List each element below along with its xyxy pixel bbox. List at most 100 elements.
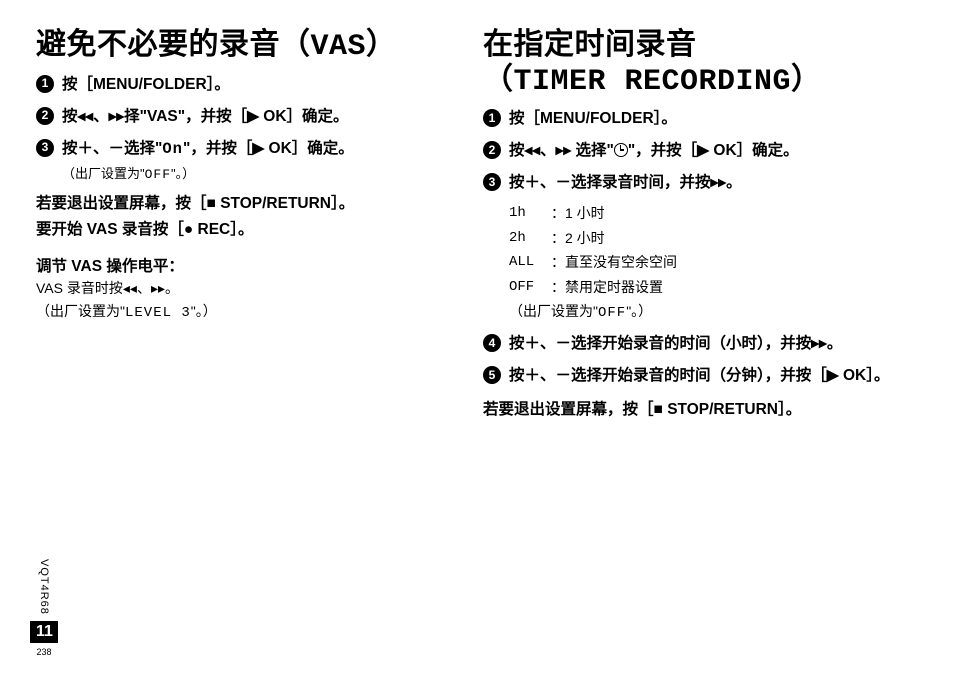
step-number: 2	[483, 141, 501, 159]
seg-off: OFF	[598, 305, 626, 321]
option-value: ：1 小时	[551, 201, 605, 226]
left-step-1: 1 按［MENU/FOLDER］。	[36, 73, 471, 97]
right-step-2: 2 按◂◂、▸▸ 选择""，并按［▶ OK］确定。	[483, 139, 918, 163]
step-number: 5	[483, 366, 501, 384]
step-text: 按	[62, 108, 78, 125]
text: VAS 录音时按	[36, 280, 123, 296]
option-key: OFF	[509, 275, 551, 300]
step-text: OK］确定。	[259, 108, 349, 125]
left-exit: 若要退出设置屏幕，按［■ STOP/RETURN］。	[36, 192, 471, 216]
left-sub-1: VAS 录音时按◂◂、▸▸。	[36, 278, 471, 299]
step-text: 按＋、－选择"	[62, 140, 162, 157]
text: 若要退出设置屏幕，按［	[483, 401, 654, 418]
prev-icon: ◂◂	[525, 142, 541, 159]
step-text: 。	[726, 174, 742, 191]
step-text: 择"VAS"，并按［	[124, 108, 247, 125]
option-row: OFF：禁用定时器设置	[509, 275, 918, 300]
page-number: 11	[30, 621, 58, 643]
text: "。）	[191, 303, 217, 319]
step-number: 3	[483, 173, 501, 191]
text: 。	[165, 280, 179, 296]
step-number: 2	[36, 107, 54, 125]
play-icon: ▶	[247, 108, 259, 125]
seg-off: OFF	[145, 167, 171, 182]
step-text: 按［MENU/FOLDER］。	[509, 110, 677, 127]
left-rec: 要开始 VAS 录音按［● REC］。	[36, 218, 471, 242]
next-icon: ▸▸	[556, 142, 572, 159]
clock-icon	[614, 143, 628, 157]
text: （出厂设置为"	[509, 303, 598, 319]
step-text: OK］。	[839, 367, 890, 384]
next-icon: ▸▸	[109, 108, 125, 125]
step-text: "，并按［	[628, 142, 697, 159]
left-sub-2: （出厂设置为"LEVEL 3"。）	[36, 301, 471, 324]
seg-level: LEVEL 3	[125, 305, 191, 321]
step-text: 、	[93, 108, 109, 125]
step-text: 按［MENU/FOLDER］。	[62, 76, 230, 93]
option-value: ：直至没有空余空间	[551, 250, 677, 275]
left-title: 避免不必要的录音（VAS）	[36, 28, 471, 65]
doc-code: VQT4R68	[38, 559, 50, 615]
right-step-4: 4 按＋、－选择开始录音的时间（小时），并按▸▸。	[483, 332, 918, 356]
text: 、	[137, 280, 151, 296]
next-icon: ▸▸	[711, 174, 727, 191]
page-serial: 238	[30, 647, 58, 657]
step-text: "，并按［	[183, 140, 252, 157]
stop-icon: ■	[654, 401, 663, 418]
right-exit: 若要退出设置屏幕，按［■ STOP/RETURN］。	[483, 398, 918, 422]
text: "。）	[626, 303, 652, 319]
right-title: 在指定时间录音 （TIMER RECORDING）	[483, 28, 918, 99]
note-text: （出厂设置为"	[62, 166, 145, 181]
manual-page: 避免不必要的录音（VAS） 1 按［MENU/FOLDER］。 2 按◂◂、▸▸…	[36, 28, 918, 422]
step-number: 1	[36, 75, 54, 93]
right-step-5: 5 按＋、－选择开始录音的时间（分钟），并按［▶ OK］。	[483, 364, 918, 388]
step-number: 3	[36, 139, 54, 157]
stop-icon: ■	[207, 195, 216, 212]
step-number: 1	[483, 109, 501, 127]
timer-options: 1h：1 小时 2h：2 小时 ALL：直至没有空余空间 OFF：禁用定时器设置…	[483, 201, 918, 324]
step-text: 、	[540, 142, 556, 159]
left-subheading: 调节 VAS 操作电平：	[36, 254, 471, 276]
option-row: 2h：2 小时	[509, 226, 918, 251]
col-right: 在指定时间录音 （TIMER RECORDING） 1 按［MENU/FOLDE…	[483, 28, 918, 422]
text: 若要退出设置屏幕，按［	[36, 195, 207, 212]
play-icon: ▶	[252, 140, 264, 157]
play-icon: ▶	[697, 142, 709, 159]
prev-icon: ◂◂	[78, 108, 94, 125]
step-text: 按＋、－选择开始录音的时间（分钟），并按［	[509, 367, 827, 384]
title-text: 避免不必要的录音	[36, 28, 280, 61]
text: STOP/RETURN］。	[663, 401, 801, 418]
step-text: 。	[827, 335, 843, 352]
play-icon: ▶	[827, 367, 839, 384]
text: 要开始 VAS 录音按［	[36, 221, 184, 238]
step-text: 按＋、－选择录音时间，并按	[509, 174, 711, 191]
col-left: 避免不必要的录音（VAS） 1 按［MENU/FOLDER］。 2 按◂◂、▸▸…	[36, 28, 471, 422]
option-key: 2h	[509, 226, 551, 251]
left-step-3: 3 按＋、－选择"On"，并按［▶ OK］确定。	[36, 137, 471, 161]
step-text: 按＋、－选择开始录音的时间（小时），并按	[509, 335, 811, 352]
step-text: 选择"	[571, 142, 614, 159]
note-text: "。）	[171, 166, 195, 181]
option-key: ALL	[509, 250, 551, 275]
right-step-3: 3 按＋、－选择录音时间，并按▸▸。	[483, 171, 918, 195]
step-number: 4	[483, 334, 501, 352]
title-paren: （VAS）	[280, 30, 397, 64]
step-text: OK］确定。	[709, 142, 799, 159]
page-footer: VQT4R68 11 238	[30, 559, 58, 657]
option-row: ALL：直至没有空余空间	[509, 250, 918, 275]
option-key: 1h	[509, 201, 551, 226]
left-step-3-note: （出厂设置为"OFF"。）	[36, 163, 471, 182]
text: STOP/RETURN］。	[216, 195, 354, 212]
text: REC］。	[193, 221, 253, 238]
option-value: ：禁用定时器设置	[551, 275, 663, 300]
next-icon: ▸▸	[151, 280, 165, 296]
right-step-1: 1 按［MENU/FOLDER］。	[483, 107, 918, 131]
step-text: OK］确定。	[264, 140, 354, 157]
next-icon: ▸▸	[811, 335, 827, 352]
option-value: ：2 小时	[551, 226, 605, 251]
record-icon: ●	[184, 221, 193, 238]
text: （出厂设置为"	[36, 303, 125, 319]
option-row: 1h：1 小时	[509, 201, 918, 226]
seg-on: On	[162, 140, 183, 158]
title-text: 在指定时间录音	[483, 28, 697, 61]
